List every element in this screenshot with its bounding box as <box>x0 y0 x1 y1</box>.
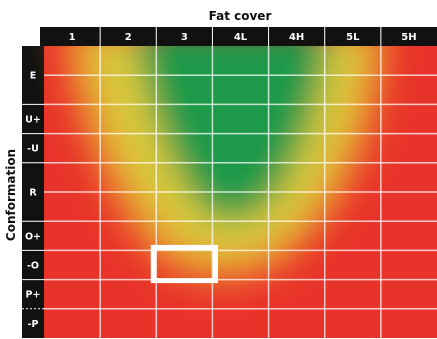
column-label-3: 3 <box>181 32 188 43</box>
column-label-2: 2 <box>125 32 132 43</box>
row-label-P-minus: -P <box>28 319 39 330</box>
row-header-bar <box>22 46 44 338</box>
x-axis-title: Fat cover <box>209 9 272 23</box>
row-label-E: E <box>30 71 37 82</box>
column-label-4l: 4L <box>234 32 248 43</box>
row-label-R: R <box>29 188 37 199</box>
row-label-U-minus: -U <box>27 144 39 155</box>
column-label-5l: 5L <box>346 32 360 43</box>
row-label-U-plus: U+ <box>25 115 41 126</box>
column-label-1: 1 <box>69 32 76 43</box>
column-header-bar <box>40 27 437 46</box>
row-label-O-plus: O+ <box>25 231 41 242</box>
row-label-P-plus: P+ <box>26 290 41 301</box>
grid-lines <box>22 27 437 338</box>
column-label-4h: 4H <box>289 32 304 43</box>
y-axis-title: Conformation <box>4 149 18 241</box>
column-label-5h: 5H <box>401 32 416 43</box>
highlight-box <box>150 244 218 284</box>
column-labels: 1 2 3 4L 4H 5L 5H <box>69 32 417 43</box>
row-label-O-minus: -O <box>27 261 39 272</box>
row-labels: E U+ -U R O+ -O P+ -P <box>25 71 41 330</box>
